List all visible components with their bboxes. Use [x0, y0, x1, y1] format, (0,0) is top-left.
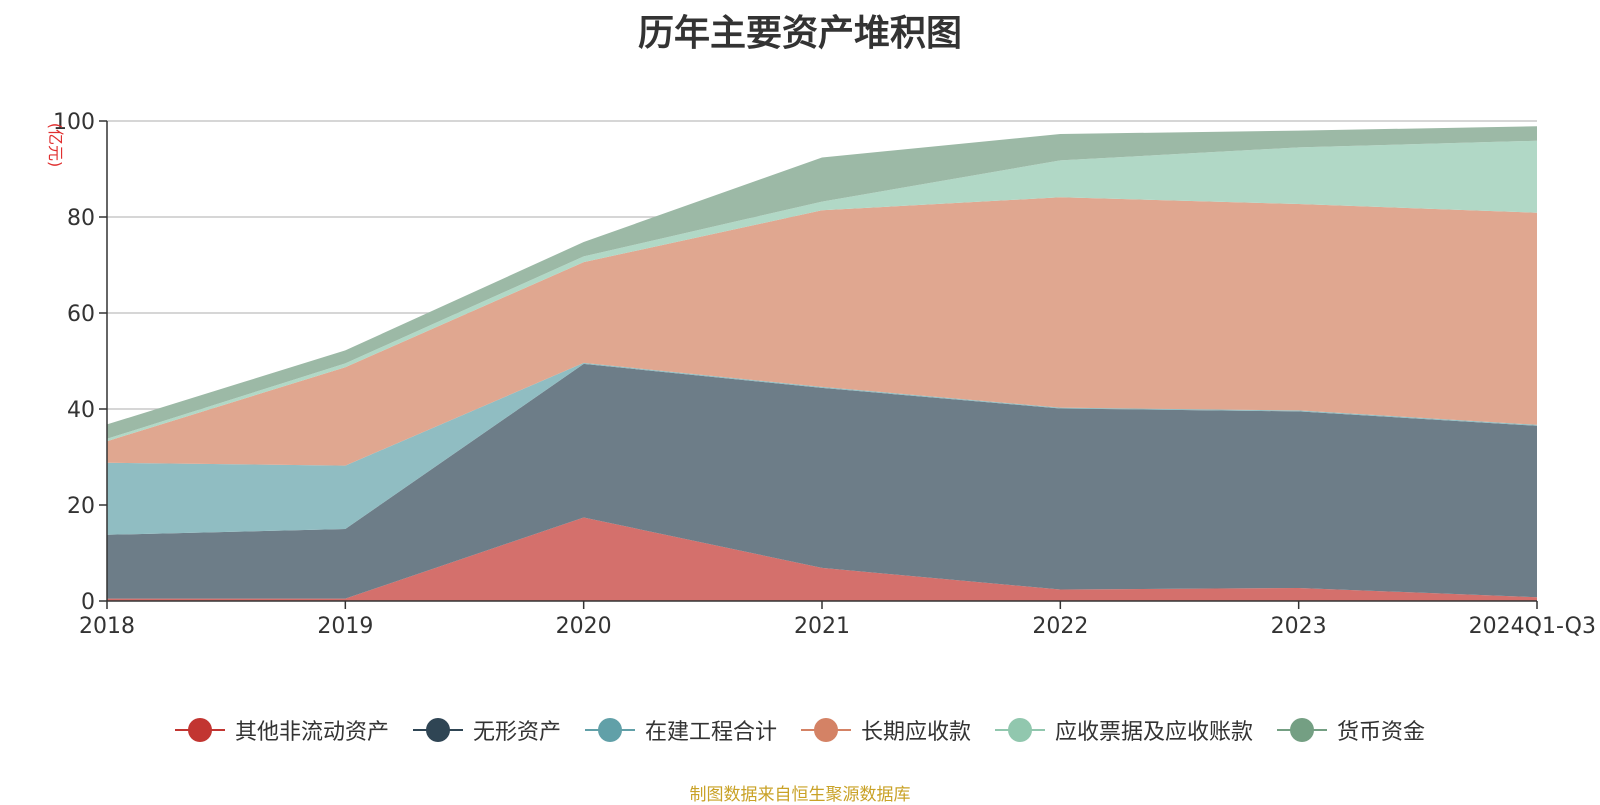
x-tick-label: 2022 — [1032, 614, 1088, 639]
legend-marker-icon — [584, 718, 635, 742]
area-series-0 — [107, 517, 1537, 601]
stacked-area-chart: 0 20 40 60 80 100 2018 2019 2020 2021 2022 2023 2024… — [46, 110, 1596, 639]
y-tick-label: 40 — [67, 398, 95, 423]
legend-item-5[interactable]: 货币资金 — [1277, 714, 1425, 746]
legend-item-3[interactable]: 长期应收款 — [801, 714, 971, 746]
x-tick-label: 2020 — [556, 614, 612, 639]
legend-item-4[interactable]: 应收票据及应收账款 — [995, 714, 1253, 746]
legend-marker-icon — [1277, 718, 1328, 742]
area-series-5 — [107, 126, 1537, 439]
legend-label: 其他非流动资产 — [234, 720, 389, 745]
y-tick-label: 60 — [67, 302, 95, 327]
legend-item-1[interactable]: 无形资产 — [412, 714, 561, 746]
x-tick-label: 2023 — [1271, 614, 1327, 639]
legend-marker-icon — [412, 718, 463, 742]
area-series-1 — [107, 363, 1537, 599]
axes: 0 20 40 60 80 100 2018 2019 2020 2021 2022 2023 2024… — [53, 110, 1596, 639]
legend-label: 无形资产 — [472, 720, 561, 745]
series-areas — [107, 126, 1537, 601]
y-tick-label: 100 — [53, 110, 95, 135]
chart-title: 历年主要资产堆积图 — [637, 13, 962, 54]
legend-marker-icon — [174, 718, 225, 742]
y-tick-label: 80 — [67, 206, 95, 231]
x-tick-label: 2019 — [317, 614, 373, 639]
source-note: 制图数据来自恒生聚源数据库 — [689, 785, 911, 805]
legend-label: 货币资金 — [1337, 720, 1426, 745]
y-tick-label: 0 — [81, 590, 95, 615]
y-tick-label: 20 — [67, 494, 95, 519]
legend-label: 在建工程合计 — [644, 720, 777, 745]
area-series-3 — [107, 197, 1537, 466]
legend: 其他非流动资产 无形资产 在建工程合计 长期应收款 应收票据及应收账款 货币资金 — [0, 714, 1600, 746]
area-series-2 — [107, 362, 1537, 535]
legend-marker-icon — [995, 718, 1046, 742]
legend-item-0[interactable]: 其他非流动资产 — [174, 714, 389, 746]
x-tick-label: 2024Q1-Q3 — [1469, 614, 1596, 639]
area-series-4 — [107, 140, 1537, 442]
y-axis-label: (亿元) — [46, 123, 65, 168]
x-tick-label: 2018 — [79, 614, 135, 639]
legend-label: 应收票据及应收账款 — [1055, 720, 1254, 745]
legend-item-2[interactable]: 在建工程合计 — [584, 714, 777, 746]
legend-label: 长期应收款 — [861, 720, 972, 745]
x-tick-label: 2021 — [794, 614, 850, 639]
legend-marker-icon — [801, 718, 851, 742]
